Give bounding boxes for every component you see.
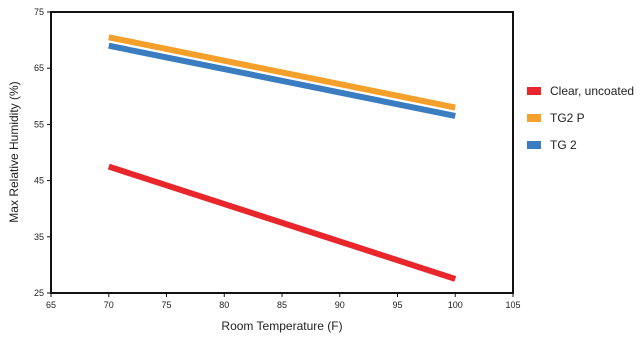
legend: Clear, uncoated TG2 P TG 2 <box>527 84 634 152</box>
x-tick-label: 95 <box>392 300 402 310</box>
x-tick-label: 80 <box>219 300 229 310</box>
series-line <box>108 42 456 119</box>
y-tick-label: 55 <box>34 119 44 129</box>
y-tick-label: 45 <box>34 176 44 186</box>
y-tick-label: 75 <box>34 7 44 17</box>
y-tick-label: 25 <box>34 288 44 298</box>
y-tick-label: 65 <box>34 63 44 73</box>
legend-label: TG 2 <box>550 138 577 152</box>
x-tick-label: 105 <box>505 300 520 310</box>
x-tick-label: 85 <box>277 300 287 310</box>
x-axis-title: Room Temperature (F) <box>221 319 342 333</box>
y-tick-label: 35 <box>34 232 44 242</box>
y-axis-title: Max Relative Humidity (%) <box>7 81 21 222</box>
plot-frame <box>50 11 514 294</box>
x-tick-label: 100 <box>448 300 463 310</box>
x-tick-label: 90 <box>335 300 345 310</box>
series-line <box>107 163 457 282</box>
legend-swatch <box>527 87 541 95</box>
x-tick-label: 75 <box>161 300 171 310</box>
x-tick-label: 70 <box>104 300 114 310</box>
series-lines <box>107 34 457 282</box>
series-line <box>108 34 456 111</box>
y-axis-ticks: 25 35 45 55 65 75 <box>34 7 51 298</box>
legend-label: TG2 P <box>550 111 585 125</box>
legend-swatch <box>527 141 541 149</box>
legend-swatch <box>527 114 541 122</box>
x-tick-label: 65 <box>46 300 56 310</box>
legend-label: Clear, uncoated <box>550 84 634 98</box>
x-axis-ticks: 65 70 75 80 85 90 95 100 105 <box>46 293 521 310</box>
